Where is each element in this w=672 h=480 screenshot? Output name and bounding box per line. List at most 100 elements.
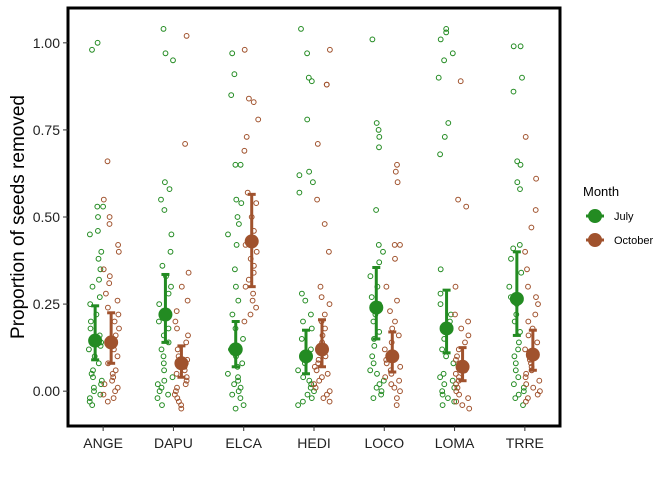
data-point [367, 273, 374, 280]
data-point [156, 301, 163, 308]
data-point [87, 301, 94, 308]
data-point [308, 395, 315, 402]
data-point [158, 346, 165, 353]
data-point [437, 36, 444, 43]
y-tick-label: 0.25 [33, 296, 60, 312]
mean-point [104, 335, 119, 350]
data-point [244, 189, 251, 196]
data-point [240, 402, 247, 409]
data-point [367, 367, 374, 374]
legend-title: Month [583, 184, 619, 199]
mean-point [88, 333, 103, 348]
data-point [178, 402, 185, 409]
data-point [250, 290, 257, 297]
data-point [109, 370, 116, 377]
data-point [243, 134, 250, 140]
data-point [112, 367, 119, 374]
data-point [453, 356, 459, 363]
data-point [182, 381, 189, 388]
data-point [387, 308, 393, 315]
data-point [516, 242, 523, 248]
data-point [383, 283, 390, 290]
data-point [518, 269, 525, 276]
data-point [326, 398, 333, 405]
data-point [373, 120, 380, 126]
data-point [97, 266, 104, 273]
data-point [115, 248, 122, 255]
data-point [235, 297, 242, 304]
data-point [321, 311, 328, 318]
data-point [106, 221, 113, 227]
data-point [306, 168, 313, 175]
data-point [375, 126, 382, 133]
data-point [162, 50, 169, 57]
x-tick-label: TRRE [506, 435, 544, 451]
data-point [319, 374, 325, 381]
data-point [106, 214, 113, 220]
mean-point [525, 347, 540, 362]
data-point [369, 36, 376, 43]
data-point [532, 207, 539, 213]
data-point [380, 248, 386, 255]
data-point [376, 144, 382, 151]
data-point [94, 39, 101, 46]
data-point [161, 377, 168, 384]
data-point [439, 346, 446, 353]
data-point [506, 283, 513, 290]
data-point [465, 395, 472, 402]
legend-label: July [614, 211, 634, 223]
data-point [439, 391, 446, 398]
data-point [100, 391, 107, 398]
data-point [454, 353, 460, 360]
data-point [233, 196, 240, 203]
y-tick-label: 0.00 [33, 383, 60, 399]
data-point [522, 248, 528, 255]
mean-point [455, 359, 470, 374]
data-point [178, 283, 185, 290]
data-point [87, 231, 93, 238]
x-tick-label: HEDI [297, 435, 330, 451]
data-point [167, 248, 174, 255]
x-tick-label: LOCO [364, 435, 404, 451]
data-point [523, 370, 529, 377]
data-point [229, 391, 236, 398]
data-point [452, 311, 458, 318]
data-point [114, 297, 121, 304]
data-point [96, 276, 102, 283]
y-tick-label: 0.75 [33, 122, 60, 138]
x-tick-label: ANGE [83, 435, 123, 451]
data-point [515, 391, 522, 398]
data-point [449, 377, 456, 384]
data-point [512, 360, 519, 367]
data-point [241, 147, 248, 154]
data-point [515, 346, 521, 353]
data-point [318, 294, 325, 301]
data-point [441, 134, 448, 140]
data-point [519, 74, 525, 81]
data-point [161, 367, 168, 374]
data-point [520, 388, 527, 395]
data-point [160, 353, 167, 360]
data-point [229, 311, 236, 318]
y-tick-label: 1.00 [33, 35, 60, 51]
data-point [298, 26, 304, 32]
data-point [455, 196, 462, 203]
data-point [232, 405, 239, 412]
data-point [465, 318, 472, 325]
data-point [375, 242, 382, 248]
data-point [169, 374, 176, 381]
data-point [228, 92, 235, 98]
data-point [453, 398, 460, 405]
data-point [233, 242, 240, 248]
data-point [453, 381, 459, 388]
data-point [115, 311, 122, 318]
data-point [317, 283, 324, 290]
data-point [308, 78, 315, 85]
data-point [449, 50, 456, 57]
data-point [374, 370, 380, 377]
data-point [316, 377, 323, 384]
data-point [393, 402, 400, 409]
data-point [528, 224, 535, 231]
data-point [253, 304, 260, 311]
data-point [465, 332, 472, 339]
